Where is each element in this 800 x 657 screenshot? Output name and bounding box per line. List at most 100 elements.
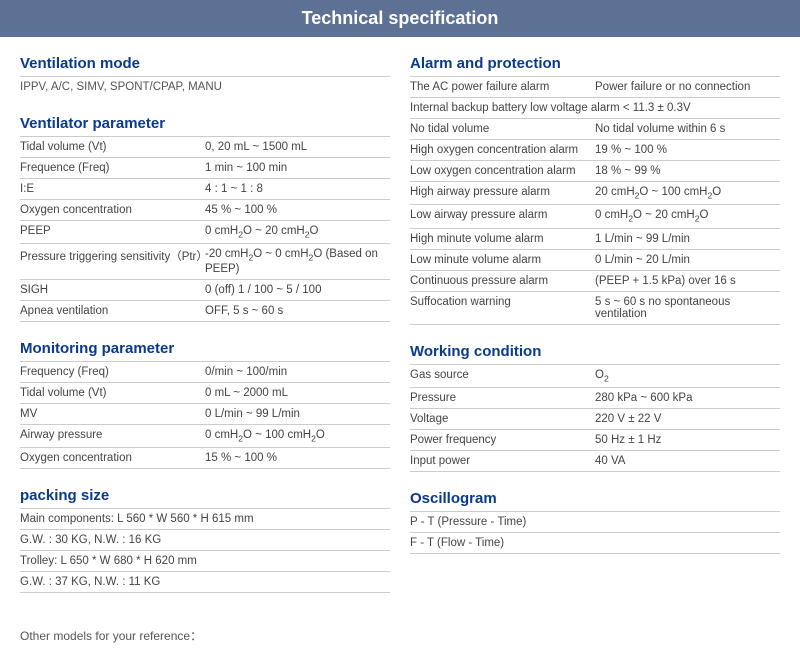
row-value: O2 (595, 369, 780, 383)
packing-size-section: packing size Main components: L 560 * W … (20, 483, 390, 593)
row-value: 1 min ~ 100 min (205, 162, 390, 174)
ventilation-mode-desc: IPPV, A/C, SIMV, SPONT/CPAP, MANU (20, 77, 390, 97)
row-label: Tidal volume (Vt) (20, 387, 205, 399)
table-row: Low minute volume alarm0 L/min ~ 20 L/mi… (410, 250, 780, 271)
table-row: Power frequency50 Hz ± 1 Hz (410, 430, 780, 451)
line-item: P - T (Pressure - Time) (410, 512, 780, 533)
row-value: 0/min ~ 100/min (205, 366, 390, 378)
packing-size-lines: Main components: L 560 * W 560 * H 615 m… (20, 509, 390, 593)
alarm-protection-heading: Alarm and protection (410, 51, 780, 77)
row-label: Pressure triggering sensitivity（Ptr） (20, 248, 205, 274)
row-value: 0 cmH2O ~ 20 cmH2O (205, 225, 390, 239)
footer-note: Other models for your reference： (0, 621, 800, 650)
oscillogram-section: Oscillogram P - T (Pressure - Time)F - T… (410, 486, 780, 554)
row-label: Continuous pressure alarm (410, 275, 595, 287)
row-label: SIGH (20, 284, 205, 296)
row-label: Voltage (410, 413, 595, 425)
row-label: Power frequency (410, 434, 595, 446)
table-row: Low airway pressure alarm0 cmH2O ~ 20 cm… (410, 205, 780, 228)
table-row: Airway pressure0 cmH2O ~ 100 cmH2O (20, 425, 390, 448)
row-label: Oxygen concentration (20, 452, 205, 464)
row-label: Airway pressure (20, 429, 205, 443)
line-item: F - T (Flow - Time) (410, 533, 780, 554)
row-value: 220 V ± 22 V (595, 413, 780, 425)
table-row: Apnea ventilationOFF, 5 s ~ 60 s (20, 301, 390, 322)
row-label: Pressure (410, 392, 595, 404)
table-row: MV0 L/min ~ 99 L/min (20, 404, 390, 425)
row-value: Power failure or no connection (595, 81, 780, 93)
ventilator-parameter-heading: Ventilator parameter (20, 111, 390, 137)
row-value: 15 % ~ 100 % (205, 452, 390, 464)
row-label: Low airway pressure alarm (410, 209, 595, 223)
row-value: 40 VA (595, 455, 780, 467)
row-value: 0 (off) 1 / 100 ~ 5 / 100 (205, 284, 390, 296)
row-label: High airway pressure alarm (410, 186, 595, 200)
row-value: 0 cmH2O ~ 20 cmH2O (595, 209, 780, 223)
table-row: PEEP0 cmH2O ~ 20 cmH2O (20, 221, 390, 244)
table-row: No tidal volumeNo tidal volume within 6 … (410, 119, 780, 140)
table-row: Oxygen concentration15 % ~ 100 % (20, 448, 390, 469)
row-value: 4 : 1 ~ 1 : 8 (205, 183, 390, 195)
working-condition-section: Working condition Gas sourceO2Pressure28… (410, 339, 780, 472)
packing-size-heading: packing size (20, 483, 390, 509)
row-value: 0 L/min ~ 99 L/min (205, 408, 390, 420)
row-value: 50 Hz ± 1 Hz (595, 434, 780, 446)
row-label: Oxygen concentration (20, 204, 205, 216)
row-value: 20 cmH2O ~ 100 cmH2O (595, 186, 780, 200)
alarm-protection-rows: The AC power failure alarmPower failure … (410, 77, 780, 325)
row-label: High minute volume alarm (410, 233, 595, 245)
row-label: PEEP (20, 225, 205, 239)
line-item: Main components: L 560 * W 560 * H 615 m… (20, 509, 390, 530)
row-label: Gas source (410, 369, 595, 383)
row-value: No tidal volume within 6 s (595, 123, 780, 135)
table-row: Suffocation warning5 s ~ 60 s no spontan… (410, 292, 780, 325)
table-row: High airway pressure alarm20 cmH2O ~ 100… (410, 182, 780, 205)
table-row: Frequence (Freq)1 min ~ 100 min (20, 158, 390, 179)
table-row: High minute volume alarm1 L/min ~ 99 L/m… (410, 229, 780, 250)
row-label: High oxygen concentration alarm (410, 144, 595, 156)
row-label: Apnea ventilation (20, 305, 205, 317)
table-row: Internal backup battery low voltage alar… (410, 98, 780, 119)
table-row: Tidal volume (Vt)0, 20 mL ~ 1500 mL (20, 137, 390, 158)
table-row: Input power40 VA (410, 451, 780, 472)
table-row: Voltage220 V ± 22 V (410, 409, 780, 430)
row-value: 0 L/min ~ 20 L/min (595, 254, 780, 266)
table-row: I:E4 : 1 ~ 1 : 8 (20, 179, 390, 200)
row-value: 0 mL ~ 2000 mL (205, 387, 390, 399)
row-value: 18 % ~ 99 % (595, 165, 780, 177)
row-value: 280 kPa ~ 600 kPa (595, 392, 780, 404)
working-condition-rows: Gas sourceO2Pressure280 kPa ~ 600 kPaVol… (410, 365, 780, 472)
left-column: Ventilation mode IPPV, A/C, SIMV, SPONT/… (20, 51, 390, 607)
row-label: Input power (410, 455, 595, 467)
oscillogram-heading: Oscillogram (410, 486, 780, 512)
row-label: Tidal volume (Vt) (20, 141, 205, 153)
working-condition-heading: Working condition (410, 339, 780, 365)
table-row: Frequency (Freq)0/min ~ 100/min (20, 362, 390, 383)
table-row: Tidal volume (Vt)0 mL ~ 2000 mL (20, 383, 390, 404)
oscillogram-lines: P - T (Pressure - Time)F - T (Flow - Tim… (410, 512, 780, 554)
row-value: OFF, 5 s ~ 60 s (205, 305, 390, 317)
row-value: -20 cmH2O ~ 0 cmH2O (Based on PEEP) (205, 248, 390, 274)
row-value: 5 s ~ 60 s no spontaneous ventilation (595, 296, 780, 320)
table-row: Continuous pressure alarm(PEEP + 1.5 kPa… (410, 271, 780, 292)
alarm-protection-section: Alarm and protection The AC power failur… (410, 51, 780, 325)
row-value: (PEEP + 1.5 kPa) over 16 s (595, 275, 780, 287)
content-grid: Ventilation mode IPPV, A/C, SIMV, SPONT/… (0, 37, 800, 621)
table-row: SIGH0 (off) 1 / 100 ~ 5 / 100 (20, 280, 390, 301)
row-label: Suffocation warning (410, 296, 595, 320)
monitoring-parameter-heading: Monitoring parameter (20, 336, 390, 362)
row-label: MV (20, 408, 205, 420)
table-row: Low oxygen concentration alarm18 % ~ 99 … (410, 161, 780, 182)
line-item: G.W. : 30 KG, N.W. : 16 KG (20, 530, 390, 551)
row-label: Low oxygen concentration alarm (410, 165, 595, 177)
table-row: Pressure triggering sensitivity（Ptr）-20 … (20, 244, 390, 279)
ventilator-parameter-section: Ventilator parameter Tidal volume (Vt)0,… (20, 111, 390, 322)
table-row: High oxygen concentration alarm19 % ~ 10… (410, 140, 780, 161)
row-value: 19 % ~ 100 % (595, 144, 780, 156)
row-value: 0, 20 mL ~ 1500 mL (205, 141, 390, 153)
title-bar: Technical specification (0, 0, 800, 37)
row-label: No tidal volume (410, 123, 595, 135)
row-label: Frequency (Freq) (20, 366, 205, 378)
row-value: 1 L/min ~ 99 L/min (595, 233, 780, 245)
row-label: The AC power failure alarm (410, 81, 595, 93)
